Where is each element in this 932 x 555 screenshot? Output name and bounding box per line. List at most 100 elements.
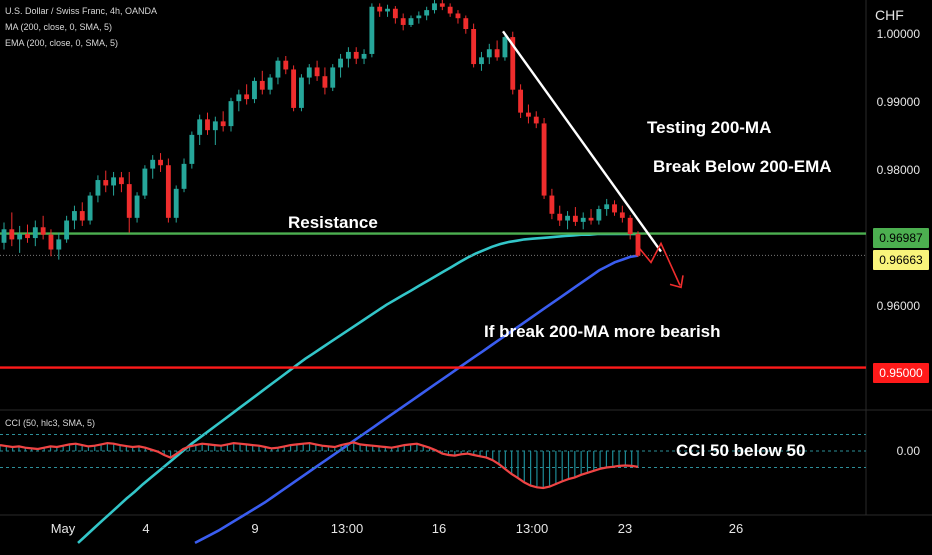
projection-arrow <box>637 243 680 285</box>
candle-body <box>362 54 367 59</box>
price-tick-3: 0.98000 <box>877 163 920 177</box>
candle-body <box>636 234 641 256</box>
ema200-series <box>78 234 638 543</box>
legend-symbol: U.S. Dollar / Swiss Franc, 4h, OANDA <box>5 6 157 16</box>
candle-body <box>456 13 461 18</box>
candle-body <box>182 164 187 189</box>
candle-body <box>573 216 578 222</box>
candle-body <box>166 165 171 218</box>
candle-body <box>432 3 437 10</box>
candle-body <box>479 57 484 64</box>
candle-body <box>487 49 492 57</box>
candle-body <box>463 18 468 29</box>
candle-body <box>64 221 69 240</box>
candle-body <box>330 67 335 87</box>
support-price-tag: 0.95000 <box>873 363 929 383</box>
candle-body <box>440 3 445 6</box>
candle-body <box>95 180 100 196</box>
candle-body <box>448 7 453 14</box>
candle-body <box>174 189 179 218</box>
candle-body <box>385 9 390 12</box>
candle-body <box>620 212 625 217</box>
candle-body <box>612 204 617 212</box>
candle-body <box>471 29 476 64</box>
candle-body <box>213 121 218 130</box>
candle-body <box>260 81 265 90</box>
candle-body <box>604 204 609 209</box>
candle-body <box>72 211 77 220</box>
time-tick-26: 26 <box>729 521 743 536</box>
candle-body <box>526 113 531 117</box>
candle-body <box>142 169 147 196</box>
last-price-tag: 0.96663 <box>873 250 929 270</box>
candle-body <box>41 227 46 234</box>
legend-ma: MA (200, close, 0, SMA, 5) <box>5 22 112 32</box>
candle-body <box>127 184 132 218</box>
time-tick-4: 4 <box>142 521 149 536</box>
candle-body <box>369 7 374 54</box>
candle-body <box>581 218 586 222</box>
candle-body <box>503 37 508 57</box>
resistance-price-tag: 0.96987 <box>873 228 929 248</box>
candle-body <box>377 7 382 12</box>
candle-body <box>346 52 351 59</box>
candle-body <box>2 229 7 242</box>
time-tick-1300-b: 13:00 <box>516 521 549 536</box>
candle-body <box>589 218 594 221</box>
candle-body <box>80 211 85 220</box>
candle-body <box>549 196 554 214</box>
ma200-line <box>195 256 638 543</box>
candle-body <box>401 18 406 25</box>
annotation-break-below: Break Below 200-EMA <box>653 157 832 177</box>
candle-body <box>103 180 108 185</box>
candle-body <box>56 239 61 249</box>
candle-body <box>416 16 421 19</box>
candle-body <box>189 135 194 164</box>
time-tick-16: 16 <box>432 521 446 536</box>
candle-body <box>88 196 93 221</box>
price-tick-2: 0.99000 <box>877 95 920 109</box>
candle-body <box>596 209 601 220</box>
candle-body <box>25 234 30 238</box>
annotation-resistance: Resistance <box>288 213 378 233</box>
candle-body <box>291 69 296 107</box>
ema200-line <box>78 234 638 543</box>
time-tick-1300-a: 13:00 <box>331 521 364 536</box>
candle-body <box>205 119 210 130</box>
price-tick-4: 0.96000 <box>877 299 920 313</box>
candle-body <box>221 121 226 126</box>
ma200-series <box>195 256 638 543</box>
time-tick-23: 23 <box>618 521 632 536</box>
cci-legend: CCI (50, hlc3, SMA, 5) <box>5 418 95 428</box>
candle-body <box>150 160 155 169</box>
candle-body <box>409 18 414 25</box>
candle-body <box>557 214 562 221</box>
candle-body <box>252 81 257 99</box>
candle-body <box>111 177 116 185</box>
candle-body <box>276 61 281 78</box>
candle-body <box>119 177 124 184</box>
candle-body <box>354 52 359 59</box>
cci-tick-zero: 0.00 <box>897 444 920 458</box>
candle-body <box>307 67 312 77</box>
candle-body <box>495 49 500 57</box>
candle-body <box>268 78 273 90</box>
candle-body <box>197 119 202 135</box>
levels <box>0 234 866 368</box>
candle-body <box>315 67 320 76</box>
candle-body <box>283 61 288 70</box>
annotation-testing: Testing 200-MA <box>647 118 771 138</box>
candle-body <box>299 78 304 108</box>
candle-body <box>229 101 234 126</box>
annotation-bearish: If break 200-MA more bearish <box>484 322 721 342</box>
candle-body <box>236 94 241 101</box>
candle-body <box>565 216 570 221</box>
candle-body <box>33 227 38 238</box>
candle-body <box>322 76 327 87</box>
candle-body <box>393 9 398 18</box>
price-tick-1: 1.00000 <box>877 27 920 41</box>
candle-body <box>518 90 523 113</box>
candle-body <box>158 160 163 165</box>
candle-body <box>534 117 539 124</box>
